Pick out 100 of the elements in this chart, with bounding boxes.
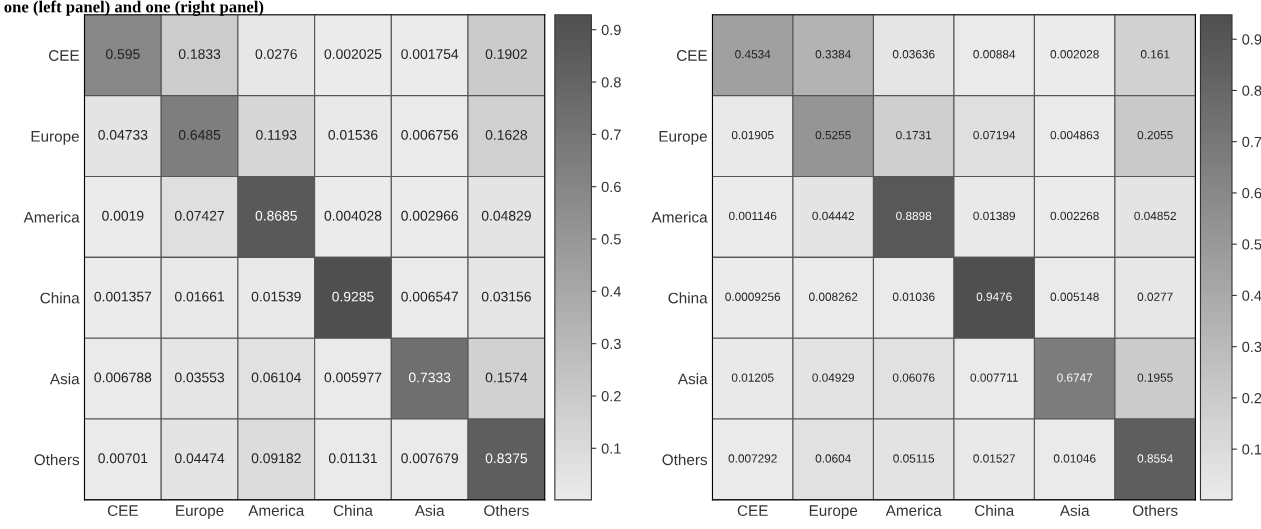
color-bar-label: 0.5 [1242,239,1261,250]
data-label: 0.04442 [812,211,854,221]
data-label: 0.03553 [175,372,225,383]
color-bar-label: 0.6 [1242,188,1261,199]
data-label: 0.001146 [728,211,777,221]
data-label: 0.01046 [1053,454,1096,463]
color-bar-label: 0.2 [601,391,621,402]
data-label: 0.01389 [973,211,1015,221]
data-label: 0.0276 [255,49,297,59]
data-label: 0.1628 [485,129,528,140]
data-label: 0.008262 [809,292,858,301]
data-label: 0.007711 [970,373,1018,382]
data-label: 0.01661 [175,291,224,302]
y-tick-label: Others [34,453,80,466]
color-bar-label: 0.4 [1242,290,1261,301]
x-tick-label: Asia [414,504,445,516]
data-label: 0.04929 [812,373,854,382]
data-label: 0.8898 [896,211,932,221]
y-tick-label: Asia [49,373,80,385]
data-label: 0.01536 [328,129,378,140]
data-label: 0.05115 [893,454,935,463]
data-label: 0.04733 [98,129,148,140]
data-label: 0.7333 [408,372,451,383]
data-label: 0.8375 [485,453,528,464]
y-tick-label: Others [662,453,708,466]
data-label: 0.04852 [1134,211,1176,221]
data-label: 0.006547 [401,291,458,302]
data-label: 0.002028 [1050,50,1099,59]
color-bar-label: 0.5 [601,234,621,245]
data-label: 0.002268 [1050,211,1099,221]
y-tick-label: America [23,211,80,223]
data-label: 0.03156 [481,291,531,302]
data-label: 0.0277 [1137,292,1173,301]
x-tick-label: America [248,504,305,516]
data-label: 0.3384 [815,50,851,59]
y-tick-label: America [651,211,708,223]
color-bar-label: 0.3 [601,338,621,350]
data-label: 0.03636 [892,50,935,59]
x-tick-label: Others [484,504,529,516]
data-label: 0.06076 [892,373,935,382]
data-label: 0.8685 [255,210,297,221]
data-label: 0.8554 [1137,454,1173,463]
x-tick-label: Others [1132,504,1178,516]
y-tick-label: Europe [31,131,79,145]
data-label: 0.1902 [485,49,527,59]
data-label: 0.00701 [98,453,148,464]
annotation: one (left panel) and one (right panel) [4,0,264,16]
color-bar-label: 0.3 [1242,341,1261,353]
data-label: 0.4534 [735,50,771,59]
data-label: 0.006788 [94,372,152,383]
data-label: 0.0019 [102,210,144,221]
data-label: 0.005977 [324,372,382,383]
y-tick-label: CEE [48,50,79,61]
data-label: 0.595 [106,49,140,59]
x-tick-label: Asia [1059,504,1090,516]
data-label: 0.07427 [175,210,224,221]
x-tick-label: CEE [737,505,768,516]
color-bar-label: 0.7 [601,129,621,140]
y-tick-label: China [40,292,80,304]
color-bar-label: 0.1 [601,443,621,454]
color-bar-label: 0.6 [601,181,621,193]
x-tick-label: CEE [107,505,138,516]
data-label: 0.01539 [251,291,301,302]
data-label: 0.161 [1140,50,1170,59]
data-label: 0.1731 [896,130,932,140]
x-tick-label: America [885,504,942,516]
data-label: 0.007679 [401,453,458,464]
data-label: 0.1833 [178,49,221,59]
color-bar-label: 0.4 [601,286,621,297]
data-label: 0.1574 [485,372,528,383]
y-tick-label: Asia [677,373,708,385]
data-label: 0.1955 [1137,373,1173,382]
data-label: 0.9285 [332,291,374,302]
color-bar-label: 0.7 [1242,136,1261,148]
data-label: 0.9476 [976,292,1012,301]
data-label: 0.004028 [324,210,382,221]
data-label: 0.005148 [1050,292,1099,301]
x-tick-label: China [975,504,1015,516]
color-bar-label: 0.2 [1242,393,1261,404]
data-label: 0.6485 [178,129,221,140]
color-bar-label: 0.8 [1242,85,1261,96]
data-label: 0.01527 [973,454,1015,463]
x-tick-label: China [333,504,373,516]
data-label: 0.5255 [815,130,851,140]
data-label: 0.04829 [481,210,531,221]
data-label: 0.09182 [251,453,301,464]
data-label: 0.04474 [175,453,225,464]
data-label: 0.6747 [1057,373,1093,382]
data-label: 0.0604 [815,454,851,463]
color-bar-label: 0.8 [601,77,621,88]
data-label: 0.001754 [401,49,459,59]
y-tick-label: Europe [659,131,707,145]
data-label: 0.002966 [401,210,459,221]
data-label: 0.01036 [892,292,935,301]
x-tick-label: Europe [809,505,858,520]
data-label: 0.006756 [401,129,459,140]
color-bar-label: 0.1 [1242,444,1261,455]
x-tick-label: Europe [176,505,224,520]
data-label: 0.001357 [94,291,152,302]
y-tick-label: China [668,292,708,304]
